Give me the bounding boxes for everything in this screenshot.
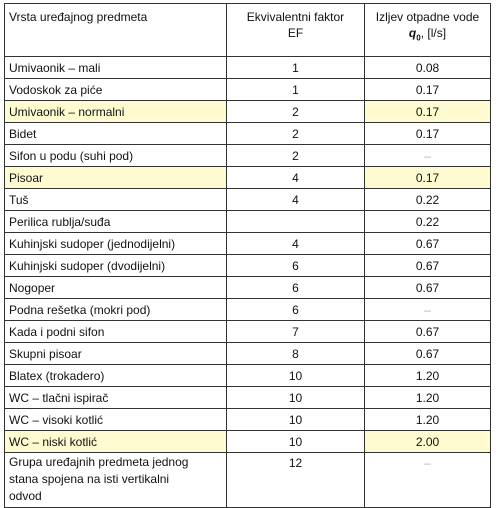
fixture-discharge: 1.20 (364, 386, 491, 409)
fixture-name: Skupni pisoar (4, 342, 227, 365)
fixture-name: Vodoskok za piće (4, 78, 227, 101)
fixture-name: Nogoper (4, 276, 227, 299)
fixture-ef: 6 (226, 254, 365, 277)
fixture-discharge: 0.67 (364, 320, 491, 343)
fixture-ef: 7 (226, 320, 365, 343)
table-row: Perilica rublja/suđa 0.22 (4, 210, 491, 233)
fixture-name: WC – niski kotlić (4, 430, 227, 453)
fixture-ef: 2 (226, 122, 365, 145)
last-row-ef: 12 (226, 452, 365, 508)
fixture-discharge: 0.17 (364, 78, 491, 101)
fixture-ef: 4 (226, 232, 365, 255)
fixture-name: Kuhinjski sudoper (jednodijelni) (4, 232, 227, 255)
fixture-discharge: 0.22 (364, 188, 491, 211)
last-row-name: Grupa uređajnih predmeta jednog stana sp… (4, 452, 227, 508)
fixture-ef: 4 (226, 188, 365, 211)
table-row: Kuhinjski sudoper (jednodijelni) 4 0.67 (4, 232, 491, 255)
fixture-ef: 1 (226, 56, 365, 79)
table-row-last: Grupa uređajnih predmeta jednog stana sp… (4, 452, 491, 508)
fixture-discharge: 0.67 (364, 276, 491, 299)
header-row: Vrsta uređajnog predmeta Ekvivalentni fa… (4, 3, 491, 57)
fixture-discharge: 0.22 (364, 210, 491, 233)
header-discharge: Izljev otpadne vode q0, [l/s] (364, 3, 491, 57)
header-q-symbol: q (408, 26, 417, 40)
fixture-discharge: 0.17 (364, 166, 491, 189)
fixture-name: WC – tlačni ispirač (4, 386, 227, 409)
header-q-subscript: 0 (416, 33, 421, 43)
table-row: WC – niski kotlić 10 2.00 (4, 430, 491, 453)
header-discharge-line1: Izljev otpadne vode (375, 10, 480, 24)
table-row: Bidet 2 0.17 (4, 122, 491, 145)
fixture-ef: 2 (226, 100, 365, 123)
fixture-name: Sifon u podu (suhi pod) (4, 144, 227, 167)
fixture-name: WC – visoki kotlić (4, 408, 227, 431)
fixture-discharge: 0.17 (364, 122, 491, 145)
fixture-ef: 4 (226, 166, 365, 189)
table-row: Kuhinjski sudoper (dvodijelni) 6 0.67 (4, 254, 491, 277)
fixture-discharge: 1.20 (364, 364, 491, 387)
table-row: Sifon u podu (suhi pod) 2– (4, 144, 491, 167)
fixture-ef: 8 (226, 342, 365, 365)
fixture-ef: 6 (226, 276, 365, 299)
fixture-discharge: 0.08 (364, 56, 491, 79)
fixture-ef: 10 (226, 386, 365, 409)
fixture-name: Kada i podni sifon (4, 320, 227, 343)
fixture-name: Blatex (trokadero) (4, 364, 227, 387)
header-ef-line1: Ekvivalentni faktor (246, 10, 345, 24)
fixture-discharge: 0.67 (364, 254, 491, 277)
table-row: Pisoar 4 0.17 (4, 166, 491, 189)
fixture-ef: 10 (226, 364, 365, 387)
fixture-name: Perilica rublja/suđa (4, 210, 227, 233)
fixture-discharge: 0.67 (364, 232, 491, 255)
fixture-ef: 10 (226, 408, 365, 431)
fixture-name: Bidet (4, 122, 227, 145)
table-row: Umivaonik – normalni 2 0.17 (4, 100, 491, 123)
fixture-ef (226, 210, 365, 233)
header-q-unit: , [l/s] (420, 26, 447, 40)
last-row-q: – (364, 452, 491, 508)
fixture-name: Pisoar (4, 166, 227, 189)
table-row: Tuš 4 0.22 (4, 188, 491, 211)
fixture-ef: 10 (226, 430, 365, 453)
last-row-line3: odvod (9, 489, 42, 503)
table-row: Podna rešetka (mokri pod) 6– (4, 298, 491, 321)
table-row: WC – visoki kotlić 10 1.20 (4, 408, 491, 431)
fixture-discharge: 1.20 (364, 408, 491, 431)
fixture-discharge: – (364, 144, 491, 167)
fixture-name: Kuhinjski sudoper (dvodijelni) (4, 254, 227, 277)
fixture-name: Umivaonik – mali (4, 56, 227, 79)
last-row-line1: Grupa uređajnih predmeta jednog (9, 455, 189, 469)
table-row: Vodoskok za piće 1 0.17 (4, 78, 491, 101)
fixture-ef: 2 (226, 144, 365, 167)
table-row: WC – tlačni ispirač 10 1.20 (4, 386, 491, 409)
fixture-discharge: 2.00 (364, 430, 491, 453)
table-row: Blatex (trokadero) 10 1.20 (4, 364, 491, 387)
fixture-discharge: – (364, 298, 491, 321)
table-row: Skupni pisoar 8 0.67 (4, 342, 491, 365)
fixture-discharge: 0.17 (364, 100, 491, 123)
table-row: Umivaonik – mali 1 0.08 (4, 56, 491, 79)
fixture-name: Umivaonik – normalni (4, 100, 227, 123)
fixture-name: Tuš (4, 188, 227, 211)
fixture-ef: 6 (226, 298, 365, 321)
fixture-table: Vrsta uređajnog predmeta Ekvivalentni fa… (4, 3, 491, 508)
table-row: Nogoper 6 0.67 (4, 276, 491, 299)
header-ef-line2: EF (287, 26, 304, 40)
fixture-name: Podna rešetka (mokri pod) (4, 298, 227, 321)
fixture-ef: 1 (226, 78, 365, 101)
header-fixture-type: Vrsta uređajnog predmeta (4, 3, 227, 57)
table-row: Kada i podni sifon 7 0.67 (4, 320, 491, 343)
header-ef: Ekvivalentni faktor EF (226, 3, 365, 57)
fixture-discharge: 0.67 (364, 342, 491, 365)
last-row-line2: stana spojena na isti vertikalni (9, 472, 170, 486)
